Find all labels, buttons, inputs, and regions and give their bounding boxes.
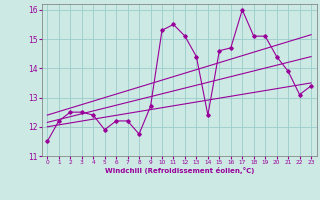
- X-axis label: Windchill (Refroidissement éolien,°C): Windchill (Refroidissement éolien,°C): [105, 167, 254, 174]
